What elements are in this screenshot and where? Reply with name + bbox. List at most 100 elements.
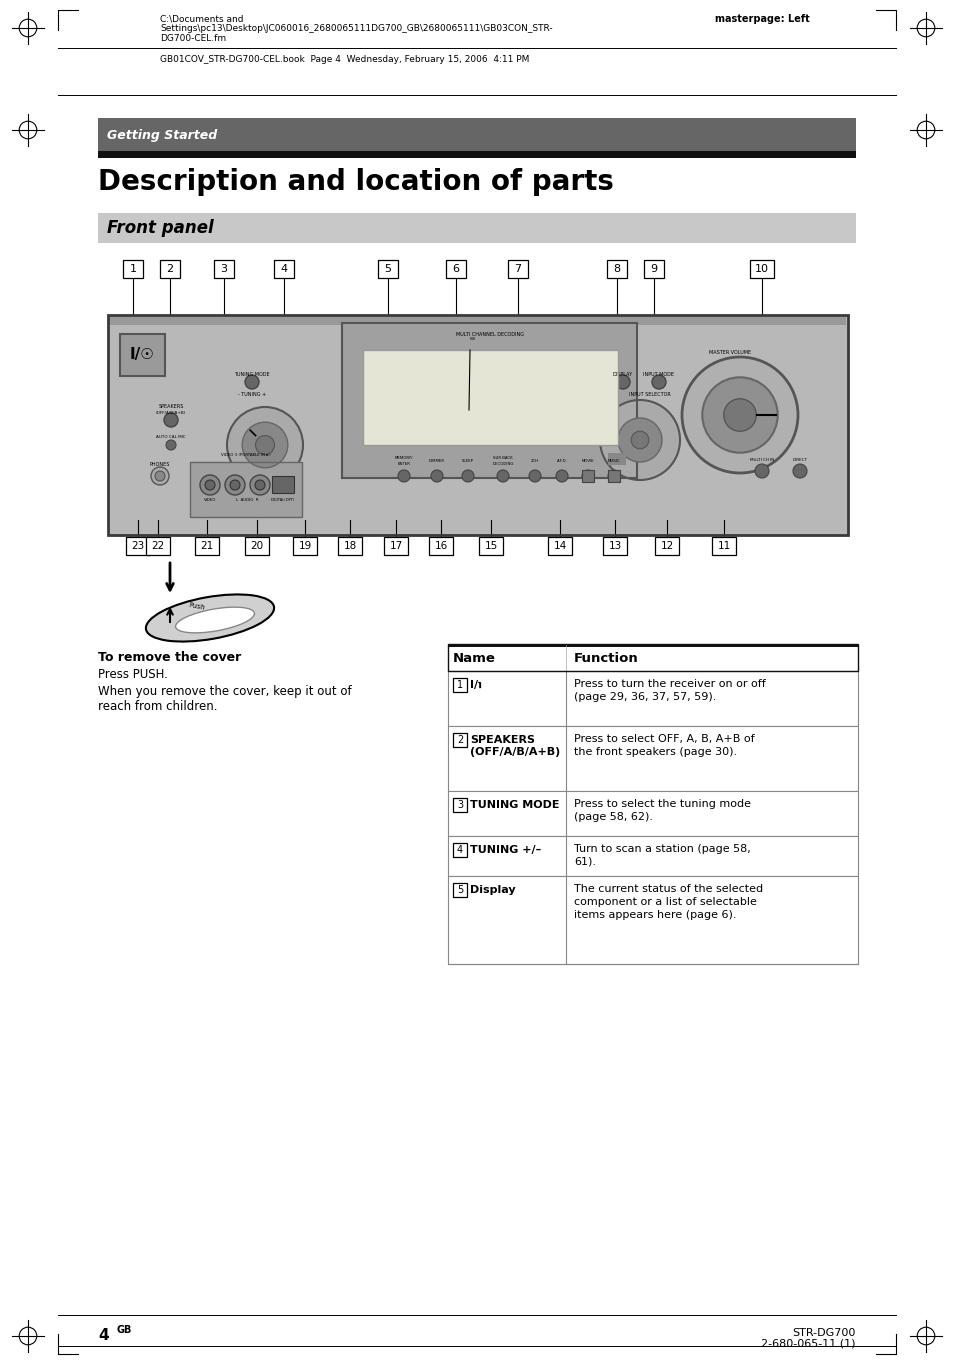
Text: 61).: 61). [574,857,596,868]
Circle shape [255,435,274,454]
Text: Turn to scan a station (page 58,: Turn to scan a station (page 58, [574,844,750,854]
Text: 1: 1 [456,681,462,690]
Text: 5: 5 [456,885,462,895]
Text: Description and location of parts: Description and location of parts [98,168,613,196]
Text: 7: 7 [514,265,521,274]
Text: MULTI CHANNEL DECODING: MULTI CHANNEL DECODING [456,331,523,337]
Bar [98,151,855,158]
Bar [341,323,637,477]
Text: 12: 12 [659,542,673,551]
Bar [453,678,467,692]
Bar [453,883,467,898]
Text: DIRECT: DIRECT [792,458,807,462]
Text: Press to select OFF, A, B, A+B of: Press to select OFF, A, B, A+B of [574,734,754,743]
Bar [120,334,165,376]
Text: Press to turn the receiver on or off: Press to turn the receiver on or off [574,679,765,689]
Text: INPUT SELECTOR: INPUT SELECTOR [628,393,670,397]
Text: 23: 23 [132,542,145,551]
Text: 9: 9 [650,265,657,274]
Bar [448,644,857,671]
Text: 10: 10 [754,265,768,274]
Text: 2-680-065-11 (1): 2-680-065-11 (1) [760,1339,855,1349]
Text: the front speakers (page 30).: the front speakers (page 30). [574,747,737,757]
Text: PHONES: PHONES [150,461,170,466]
Text: 22: 22 [152,542,165,551]
Circle shape [556,471,567,481]
Text: items appears here (page 6).: items appears here (page 6). [574,910,736,919]
Bar [749,261,773,278]
Circle shape [164,413,178,427]
Circle shape [618,417,661,462]
Text: DIMMER: DIMMER [429,460,444,462]
Text: INPUT MODE: INPUT MODE [643,371,674,376]
Bar [478,537,502,555]
Text: - TUNING +: - TUNING + [237,391,266,397]
Text: Name: Name [453,652,496,666]
Circle shape [242,423,288,468]
Text: MOVIE: MOVIE [581,460,594,462]
Circle shape [529,471,540,481]
Bar [446,261,465,278]
Text: ENTER: ENTER [397,462,410,466]
Text: GB01COV_STR-DG700-CEL.book  Page 4  Wednesday, February 15, 2006  4:11 PM: GB01COV_STR-DG700-CEL.book Page 4 Wednes… [160,55,529,64]
Text: To remove the cover: To remove the cover [98,651,241,664]
Text: 5: 5 [384,265,391,274]
Text: DIGITAL(OPT): DIGITAL(OPT) [271,498,294,502]
Circle shape [599,400,679,480]
Bar [429,537,453,555]
Text: SPEAKERS: SPEAKERS [158,405,184,409]
Circle shape [230,480,240,490]
Bar [337,537,361,555]
Bar [547,537,572,555]
Bar [274,261,294,278]
Bar [213,261,233,278]
Text: MASTER VOLUME: MASTER VOLUME [708,349,750,355]
Circle shape [616,375,629,389]
Bar [126,537,150,555]
Text: Function: Function [574,652,639,666]
Text: A.F.D.: A.F.D. [556,460,567,462]
Text: The current status of the selected: The current status of the selected [574,884,762,893]
Text: 4: 4 [98,1329,109,1344]
Text: DECODING: DECODING [492,462,514,466]
Text: VIDEO 3 (PORTABLE IN ►): VIDEO 3 (PORTABLE IN ►) [221,453,271,457]
Circle shape [631,431,648,449]
Bar [453,798,467,812]
Text: (OFF/A/B/A+B): (OFF/A/B/A+B) [470,747,559,757]
Text: Push: Push [188,602,206,611]
Text: (page 29, 36, 37, 57, 59).: (page 29, 36, 37, 57, 59). [574,692,716,702]
Text: When you remove the cover, keep it out of: When you remove the cover, keep it out o… [98,685,352,698]
Circle shape [792,464,806,477]
Bar [581,471,594,481]
Text: TUNING MODE: TUNING MODE [233,371,270,376]
Bar [607,453,625,465]
Bar [160,261,180,278]
Bar [470,337,475,340]
Text: DG700-CEL.fm: DG700-CEL.fm [160,34,226,44]
Text: SLEEP: SLEEP [461,460,474,462]
Bar [606,261,626,278]
Bar [602,537,626,555]
Bar [272,476,294,492]
Text: SPEAKERS: SPEAKERS [470,735,535,745]
Text: 21: 21 [200,542,213,551]
Text: 18: 18 [343,542,356,551]
Circle shape [607,471,619,481]
Bar [245,537,269,555]
Text: 3: 3 [220,265,227,274]
Text: Getting Started: Getting Started [107,130,217,142]
Bar [448,644,857,647]
Bar [507,261,527,278]
Bar [448,726,857,791]
Text: 13: 13 [608,542,621,551]
Text: Display: Display [470,885,515,895]
Circle shape [681,357,797,473]
Text: 2: 2 [456,735,462,745]
Bar [363,351,618,445]
Text: C:\Documents and: C:\Documents and [160,14,243,23]
Text: 17: 17 [389,542,402,551]
Text: MUSIC: MUSIC [607,460,619,462]
Text: 11: 11 [717,542,730,551]
Text: MEMORY/: MEMORY/ [395,456,413,460]
Text: I/℩: I/℩ [470,681,481,690]
